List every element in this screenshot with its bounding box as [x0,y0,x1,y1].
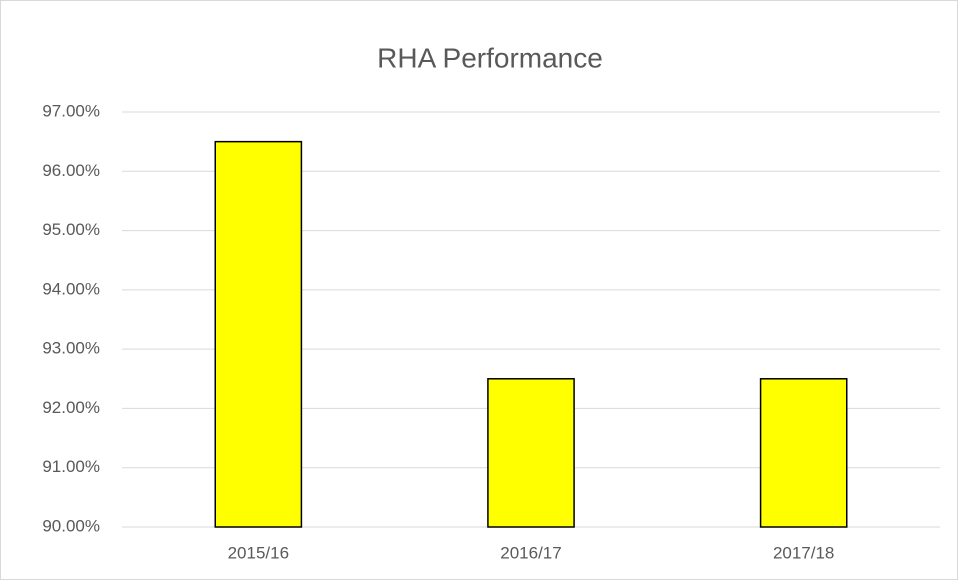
y-tick-label: 94.00% [42,279,100,298]
x-tick-label: 2016/17 [500,543,561,562]
bar [487,378,575,528]
x-tick-label: 2015/16 [228,543,289,562]
x-tick-label: 2017/18 [773,543,834,562]
chart-title: RHA Performance [377,42,603,73]
y-tick-label: 90.00% [42,516,100,535]
y-tick-label: 95.00% [42,220,100,239]
y-tick-label: 92.00% [42,398,100,417]
y-tick-label: 91.00% [42,457,100,476]
bar [759,378,848,528]
y-tick-label: 96.00% [42,161,100,180]
bar [214,140,303,528]
y-tick-label: 93.00% [42,339,100,358]
y-tick-label: 97.00% [42,101,100,120]
